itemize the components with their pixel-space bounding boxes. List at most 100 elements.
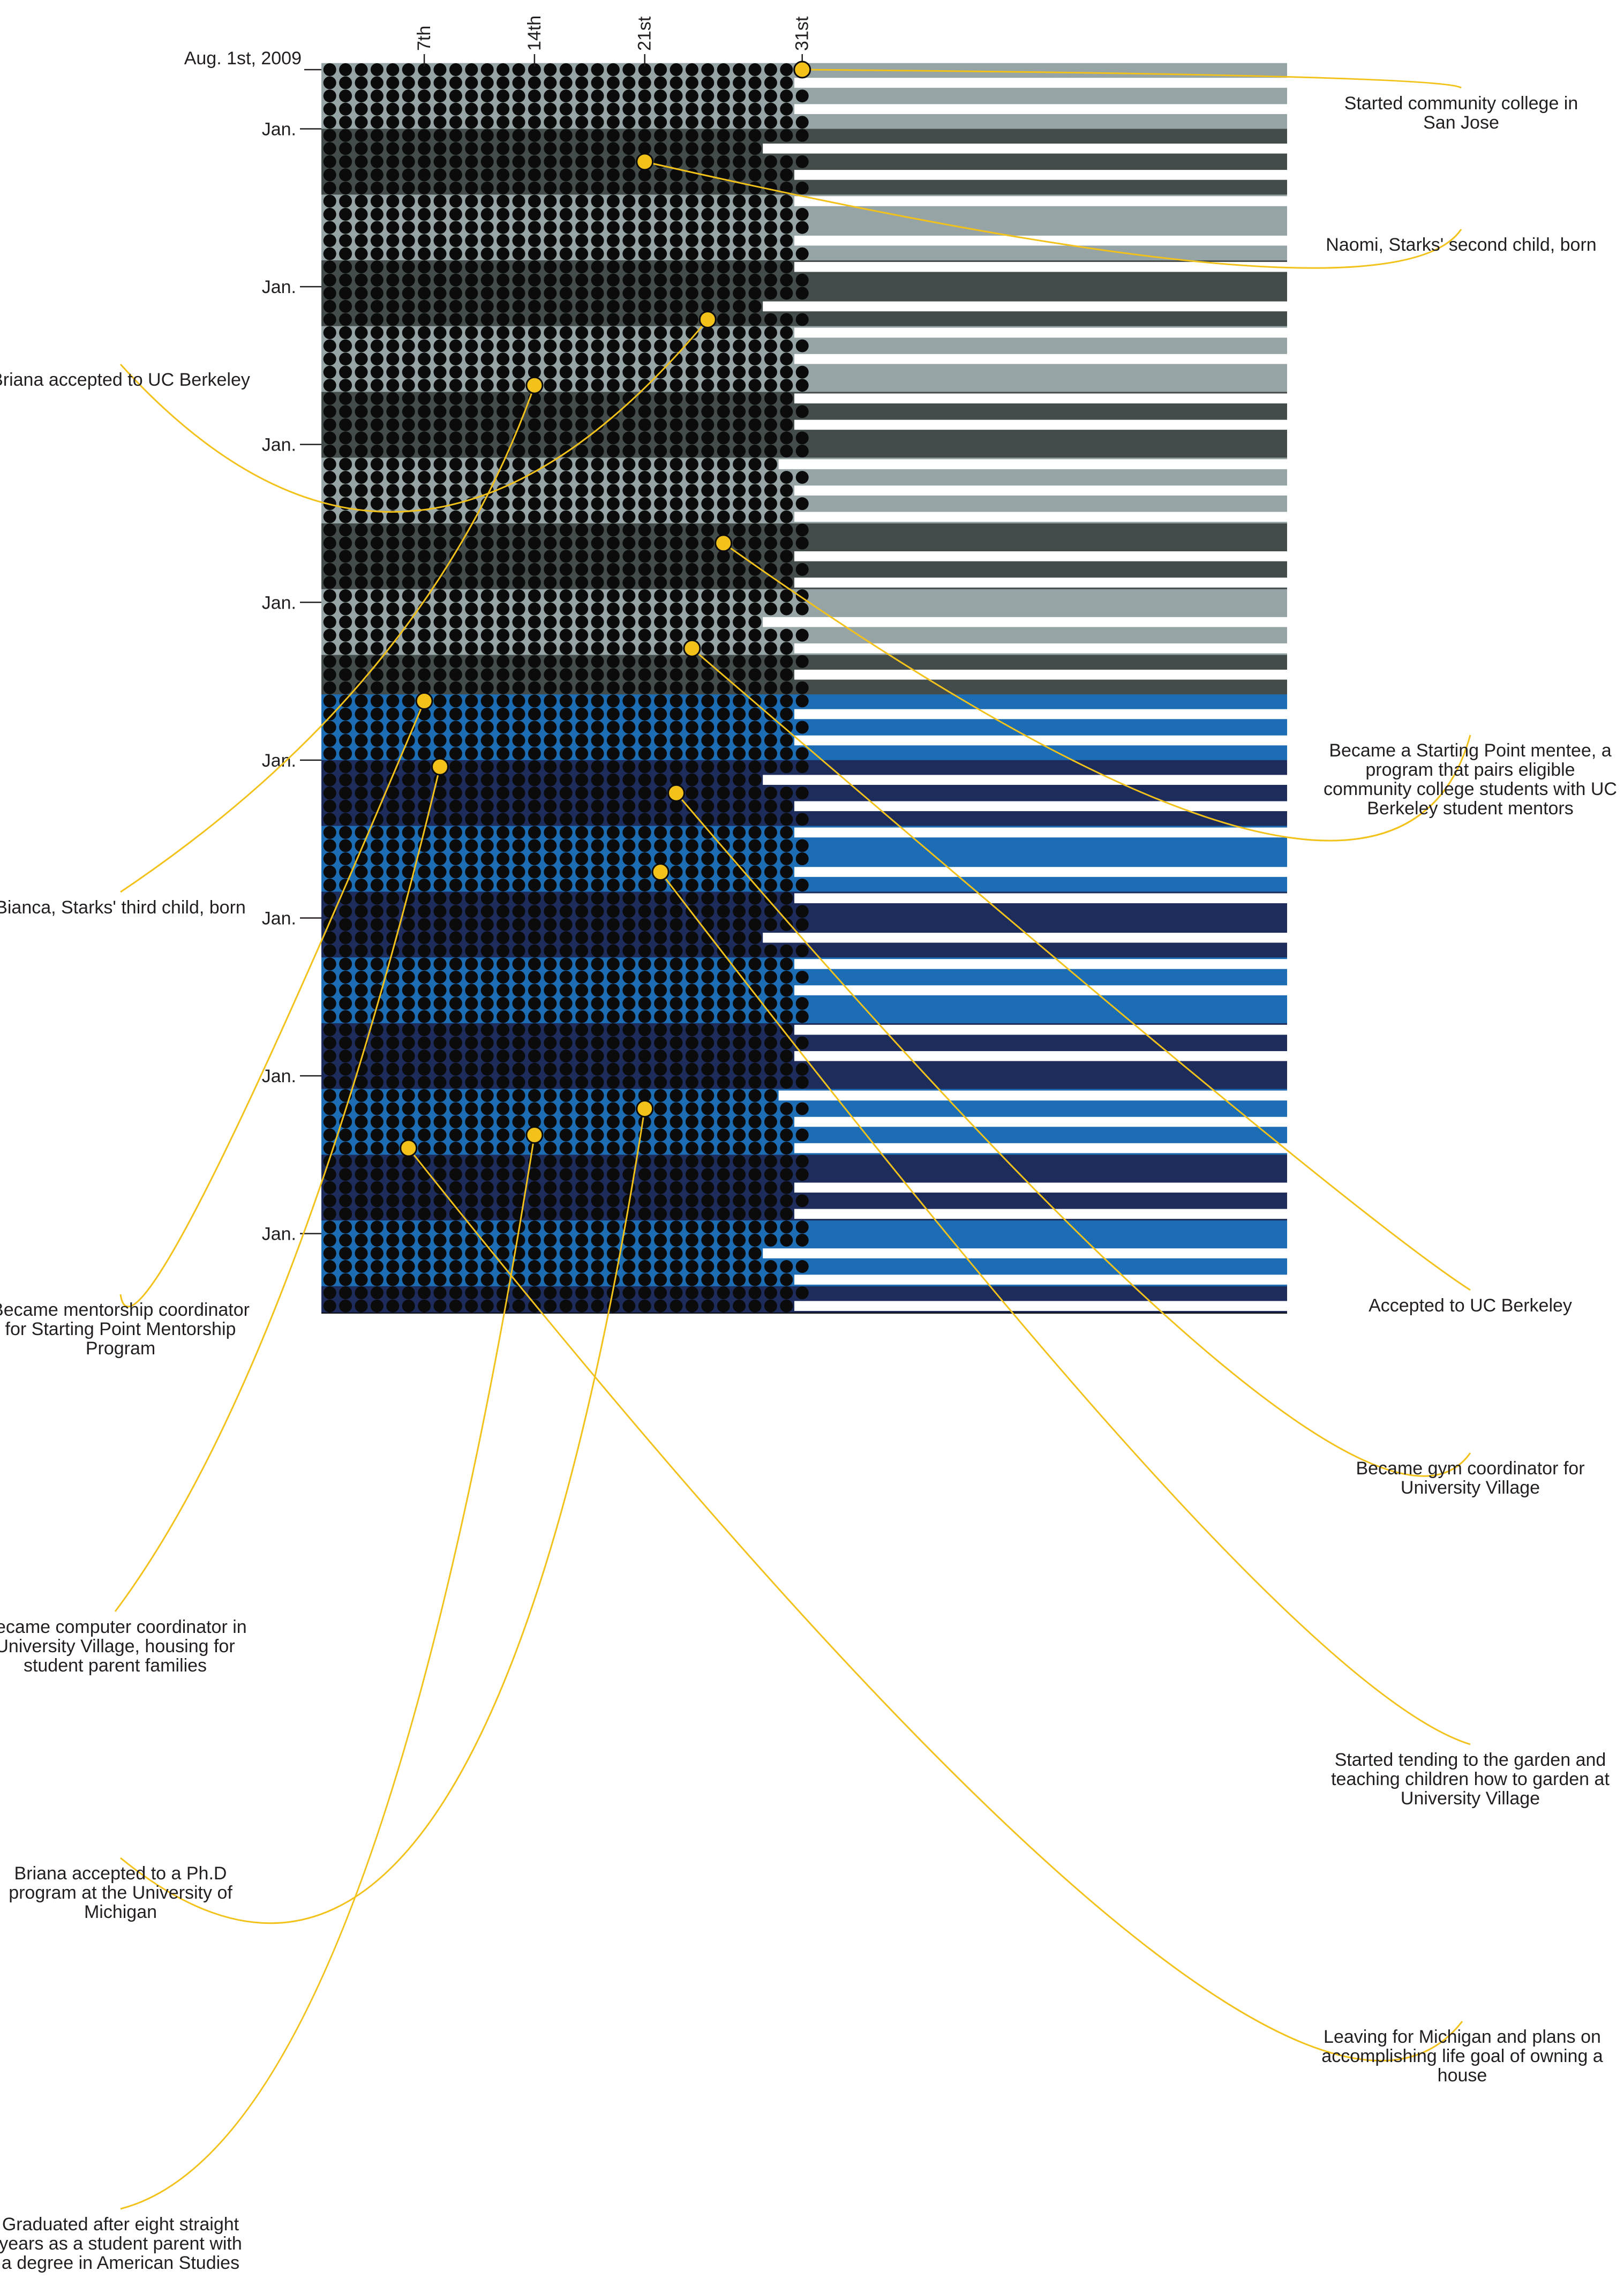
day-dot — [701, 458, 715, 471]
day-dot — [449, 142, 462, 155]
day-dot — [323, 444, 336, 458]
day-dot — [780, 208, 793, 221]
day-dot — [780, 786, 793, 800]
day-dot — [670, 944, 683, 957]
day-dot — [528, 1036, 541, 1050]
day-dot — [622, 405, 636, 418]
day-dot — [544, 681, 557, 694]
day-dot — [717, 799, 730, 813]
day-dot — [638, 944, 651, 957]
day-dot — [355, 444, 368, 458]
day-dot — [544, 655, 557, 668]
day-dot — [701, 418, 715, 431]
day-dot — [512, 1115, 525, 1128]
day-dot — [701, 826, 715, 839]
day-dot — [591, 1128, 604, 1142]
day-dot — [370, 905, 384, 918]
day-dot — [606, 1207, 620, 1220]
day-dot — [591, 1233, 604, 1247]
day-dot — [355, 497, 368, 511]
day-dot — [449, 129, 462, 142]
day-dot — [449, 1273, 462, 1286]
day-dot — [701, 734, 715, 747]
day-dot — [622, 879, 636, 892]
day-dot — [402, 694, 415, 708]
day-dot — [339, 405, 352, 418]
day-dot — [402, 628, 415, 642]
day-dot — [480, 510, 494, 523]
day-dot — [370, 221, 384, 234]
day-dot — [559, 273, 573, 287]
day-dot — [323, 813, 336, 826]
day-dot — [402, 405, 415, 418]
day-dot — [622, 484, 636, 497]
day-dot — [606, 589, 620, 602]
day-dot — [355, 760, 368, 774]
event-dot — [431, 758, 449, 776]
day-dot — [497, 1286, 510, 1300]
day-dot — [638, 63, 651, 76]
day-dot — [764, 287, 777, 300]
day-dot — [528, 1233, 541, 1247]
day-dot — [748, 1207, 762, 1220]
day-dot — [748, 536, 762, 550]
day-dot — [733, 142, 746, 155]
day-dot — [559, 234, 573, 248]
day-dot — [764, 247, 777, 260]
day-dot — [795, 471, 809, 484]
day-dot — [717, 931, 730, 945]
day-dot — [622, 655, 636, 668]
day-dot — [370, 299, 384, 313]
day-dot — [638, 1260, 651, 1273]
day-dot — [418, 642, 431, 655]
day-dot — [748, 326, 762, 339]
day-dot — [733, 799, 746, 813]
day-dot — [638, 786, 651, 800]
day-dot — [795, 1168, 809, 1181]
day-dot — [449, 616, 462, 629]
day-dot — [764, 1142, 777, 1155]
day-dot — [480, 1089, 494, 1102]
day-dot — [386, 642, 400, 655]
day-dot — [654, 444, 667, 458]
day-dot — [323, 826, 336, 839]
day-dot — [433, 418, 447, 431]
day-dot — [480, 287, 494, 300]
day-dot — [780, 497, 793, 511]
day-dot — [654, 891, 667, 905]
day-dot — [764, 655, 777, 668]
day-dot — [748, 550, 762, 563]
day-dot — [355, 616, 368, 629]
day-dot — [780, 379, 793, 392]
day-dot — [606, 287, 620, 300]
day-dot — [339, 1010, 352, 1023]
day-dot — [544, 550, 557, 563]
day-dot — [497, 655, 510, 668]
day-dot — [465, 668, 478, 681]
day-dot — [433, 471, 447, 484]
day-dot — [480, 313, 494, 326]
day-dot — [528, 129, 541, 142]
day-dot — [355, 181, 368, 194]
day-dot — [733, 129, 746, 142]
day-dot — [355, 1233, 368, 1247]
day-dot — [480, 891, 494, 905]
day-dot — [591, 957, 604, 971]
day-dot — [370, 826, 384, 839]
day-dot — [606, 550, 620, 563]
day-dot — [764, 602, 777, 616]
day-dot — [670, 589, 683, 602]
day-dot — [465, 918, 478, 931]
day-dot — [449, 1142, 462, 1155]
day-dot — [591, 1247, 604, 1260]
day-dot — [622, 681, 636, 694]
day-dot — [733, 1260, 746, 1273]
day-dot — [764, 444, 777, 458]
day-dot — [780, 234, 793, 248]
day-dot — [591, 773, 604, 786]
day-dot — [764, 208, 777, 221]
day-dot — [497, 563, 510, 576]
day-dot — [606, 1089, 620, 1102]
day-dot — [465, 944, 478, 957]
day-dot — [465, 260, 478, 274]
